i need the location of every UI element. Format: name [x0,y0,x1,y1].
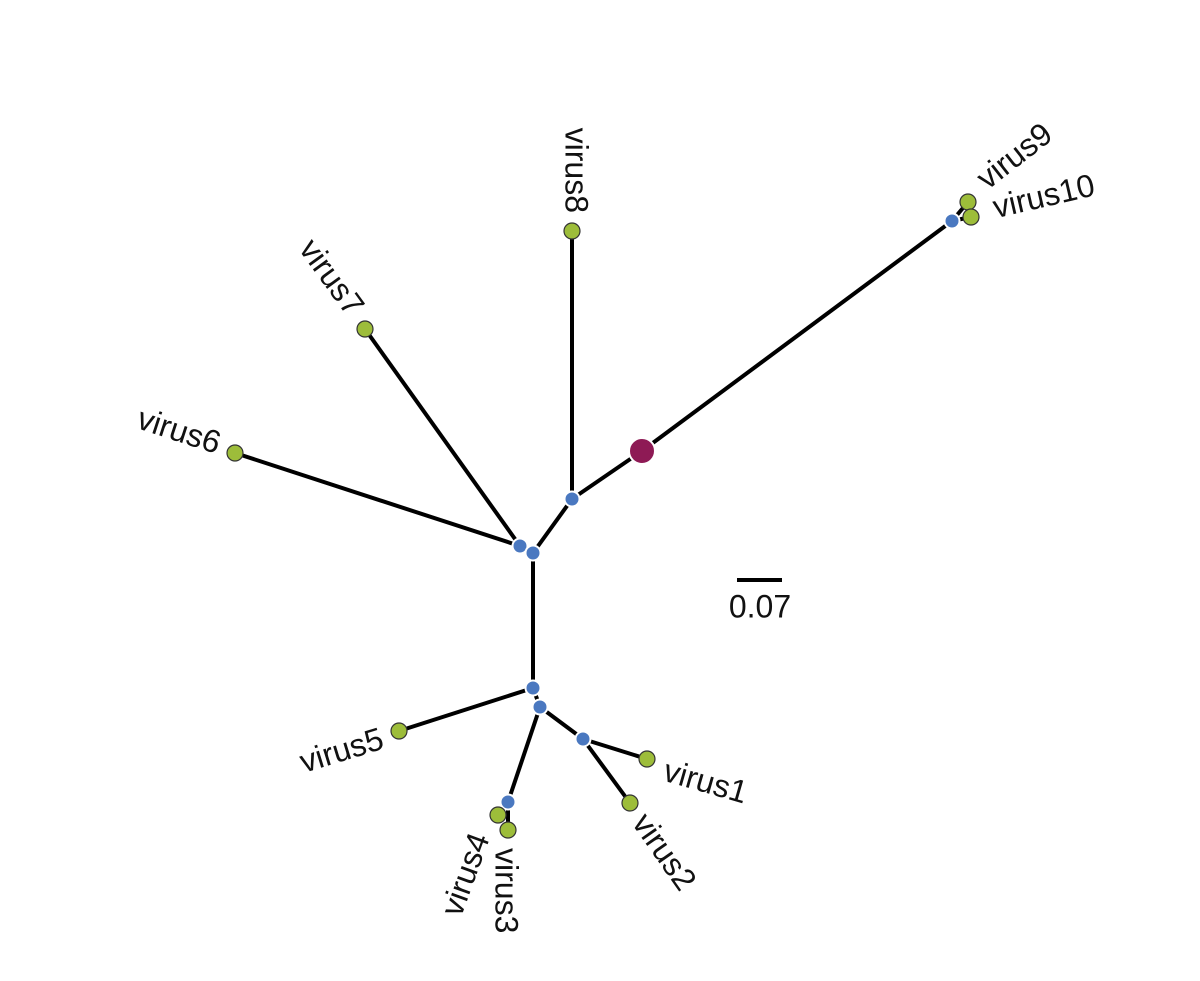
edge [640,219,954,453]
leaf-node [621,794,639,812]
leaf-node [959,193,977,211]
edge [538,705,585,741]
leaf-label: virus8 [559,128,595,213]
internal-node [943,212,961,230]
leaf-node [638,750,656,768]
leaf-label: virus7 [292,232,371,322]
leaf-node [356,320,374,338]
leaf-node [226,444,244,462]
root-node [628,437,656,465]
edge [531,497,574,555]
edge [581,737,632,805]
leaf-label: virus6 [133,400,225,461]
leaf-node [390,722,408,740]
internal-node [524,544,542,562]
edge [363,327,522,548]
leaf-label: virus5 [295,720,387,779]
leaf-node [962,208,980,226]
nodes [226,193,980,839]
edge [570,449,644,501]
leaf-node [499,821,517,839]
leaf-label: virus2 [625,806,703,897]
leaf-label: virus1 [660,752,752,810]
leaf-node [489,806,507,824]
internal-node [524,679,542,697]
edge [506,706,542,803]
scale-bar-label: 0.07 [729,588,791,624]
leaf-label: virus3 [489,848,525,933]
edge [234,451,521,548]
scale-bar: 0.07 [729,578,791,624]
internal-node [499,793,517,811]
edge [398,686,534,733]
internal-node [511,537,529,555]
internal-node [563,490,581,508]
internal-node [531,698,549,716]
leaf-labels: virus1 virus2 virus3 virus4 virus5 virus… [133,115,1098,933]
leaf-node [563,222,581,240]
edge [582,737,648,761]
leaf-label: virus4 [433,828,496,921]
internal-node [574,730,592,748]
